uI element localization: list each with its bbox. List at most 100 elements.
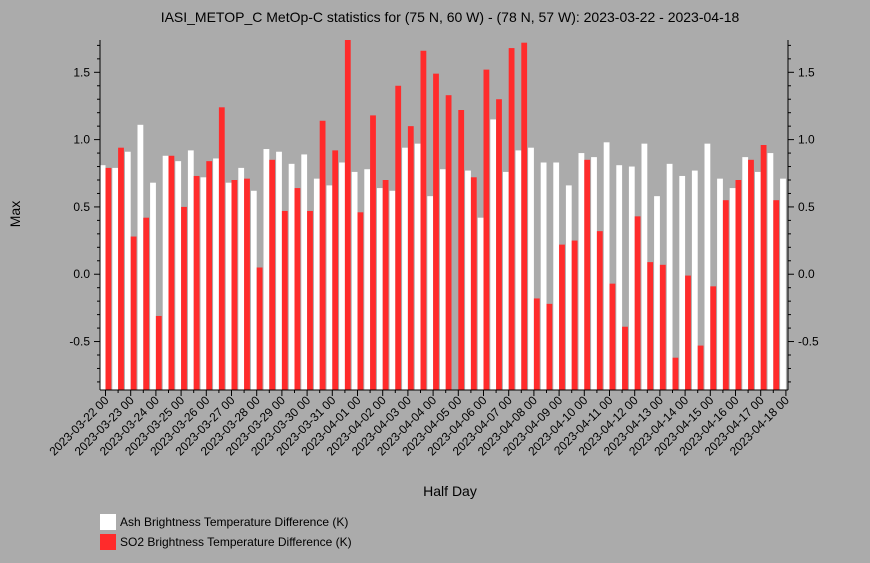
so2-bar	[105, 167, 112, 390]
ash-bar	[238, 167, 245, 390]
ash-bar	[213, 158, 219, 390]
so2-bar	[584, 159, 591, 390]
legend-item-so2: SO2 Brightness Temperature Difference (K…	[100, 532, 352, 552]
so2-bar	[470, 177, 477, 390]
so2-bar	[546, 303, 553, 390]
so2-bar	[710, 286, 717, 390]
legend-swatch-so2	[100, 534, 116, 550]
so2-bar	[433, 73, 439, 391]
ash-bar	[591, 157, 597, 390]
so2-bar	[382, 180, 389, 390]
so2-bar	[697, 345, 704, 390]
ash-bar	[276, 151, 282, 390]
ash-bar	[616, 165, 623, 390]
ash-bar	[540, 162, 547, 390]
ash-bar	[477, 217, 484, 390]
so2-bar	[218, 107, 225, 391]
ash-bar	[465, 170, 471, 390]
so2-bar	[445, 95, 452, 390]
so2-bar	[722, 200, 729, 390]
so2-bar	[596, 231, 603, 390]
so2-bar	[294, 188, 301, 390]
ash-bar	[175, 161, 182, 390]
so2-bar	[395, 85, 402, 391]
so2-bar	[622, 326, 628, 390]
so2-bar	[206, 161, 213, 390]
so2-series-bars	[105, 40, 780, 391]
legend-item-ash: Ash Brightness Temperature Difference (K…	[100, 512, 352, 532]
ash-bar	[339, 162, 345, 390]
so2-bar	[244, 178, 250, 390]
ash-bar	[754, 171, 761, 390]
so2-bar	[647, 262, 654, 390]
ash-bar	[742, 157, 749, 390]
x-axis-title: Half Day	[423, 483, 477, 499]
ash-bar	[99, 165, 106, 390]
so2-bar	[508, 48, 515, 390]
so2-bar	[559, 244, 565, 390]
ash-bar	[162, 155, 169, 390]
so2-bar	[773, 200, 780, 390]
so2-bar	[344, 40, 351, 390]
so2-bar	[659, 264, 666, 390]
ash-bar	[402, 147, 408, 390]
ash-bar	[301, 154, 308, 390]
ash-bar	[502, 171, 509, 390]
ash-bar	[351, 171, 358, 390]
so2-bar	[231, 180, 238, 390]
ash-bar	[427, 196, 434, 390]
ash-bar	[704, 143, 711, 390]
ash-bar	[528, 147, 534, 390]
so2-bar	[130, 236, 137, 390]
ash-bar	[326, 185, 333, 390]
ash-bar	[414, 143, 421, 390]
y-tick-label-left: 1.5	[73, 65, 90, 79]
ash-bar	[565, 185, 572, 390]
so2-bar	[143, 217, 150, 390]
so2-bar	[407, 126, 414, 391]
ash-bar	[439, 169, 446, 390]
so2-bar	[307, 210, 313, 390]
so2-bar	[118, 147, 124, 390]
so2-bar	[634, 216, 641, 390]
y-tick-label-left: 1.0	[73, 133, 90, 147]
legend-swatch-ash	[100, 514, 116, 530]
so2-bar	[521, 42, 528, 390]
so2-bar	[269, 159, 276, 390]
so2-bar	[181, 206, 187, 390]
y-axis-title: Max	[7, 201, 23, 227]
so2-bar	[735, 180, 742, 390]
legend: Ash Brightness Temperature Difference (K…	[100, 512, 352, 552]
ash-bar	[124, 151, 131, 390]
so2-bar	[319, 120, 326, 391]
ash-bar	[250, 190, 257, 390]
so2-bar	[496, 99, 502, 390]
ash-bar	[112, 167, 119, 390]
ash-bar	[691, 170, 698, 390]
y-tick-label-right: 1.0	[798, 133, 815, 147]
ash-bar	[150, 182, 156, 390]
y-tick-label-right: -0.5	[798, 335, 819, 349]
legend-label-ash: Ash Brightness Temperature Difference (K…	[120, 515, 349, 529]
ash-series-bars	[99, 119, 786, 391]
ash-bar	[717, 178, 723, 390]
so2-bar	[420, 50, 427, 391]
y-tick-label-right: 1.5	[798, 65, 815, 79]
so2-bar	[533, 298, 540, 390]
axes: -0.5 -0.50.0 0.00.5 0.51.0 1.01.5 1.52023-03-…	[47, 40, 819, 458]
y-tick-label-left: 0.5	[73, 200, 90, 214]
so2-bar	[193, 175, 200, 390]
ash-bar	[313, 178, 320, 390]
ash-bar	[780, 178, 786, 390]
so2-bar	[281, 210, 288, 390]
ash-bar	[654, 196, 660, 390]
ash-bar	[641, 143, 648, 390]
ash-bar	[578, 153, 585, 390]
y-tick-label-right: 0.5	[798, 200, 815, 214]
so2-bar	[168, 155, 175, 390]
ash-bar	[263, 149, 270, 390]
so2-bar	[155, 315, 162, 390]
y-tick-label-left: -0.5	[69, 335, 90, 349]
ash-bar	[628, 166, 635, 390]
